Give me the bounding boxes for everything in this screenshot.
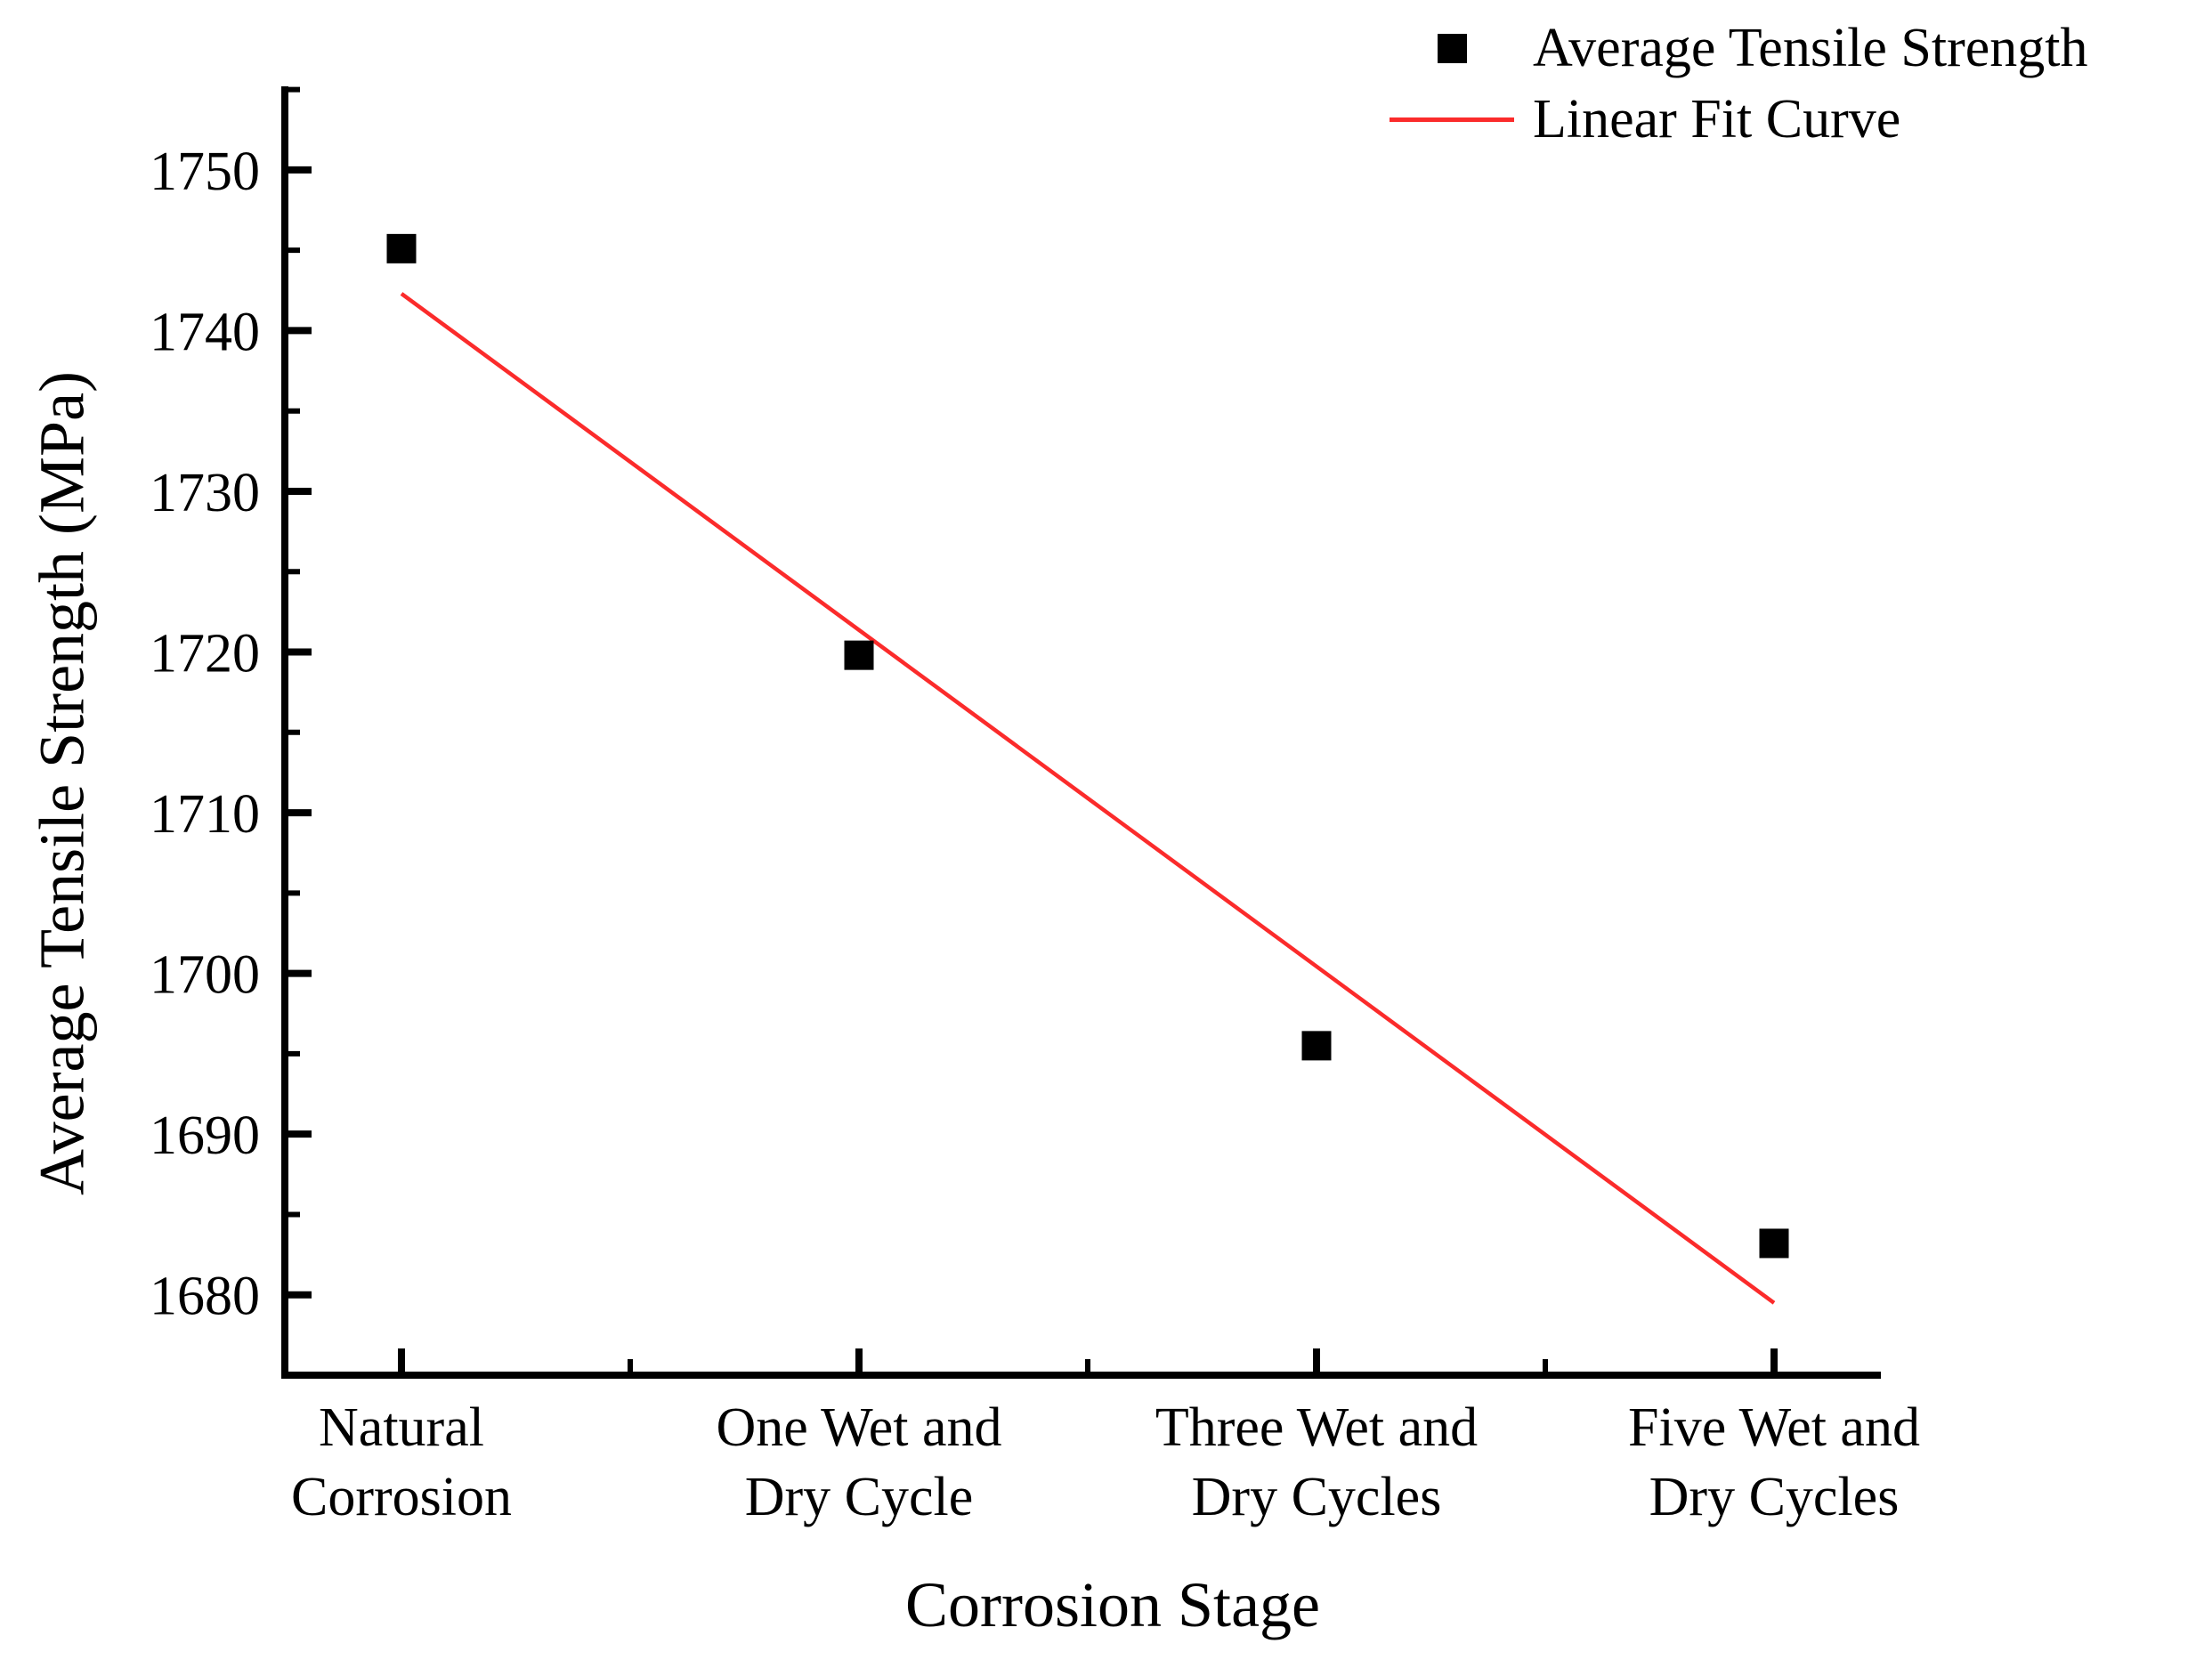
axis-frame	[281, 86, 1881, 1379]
y-axis-title: Average Tensile Strength (MPa)	[26, 370, 98, 1196]
scatter-swatch-box	[1385, 33, 1519, 63]
y-tick-label: 1730	[150, 463, 260, 523]
square-marker-icon	[1437, 33, 1467, 63]
y-tick-label: 1750	[150, 142, 260, 202]
x-category-label: Five Wet and Dry Cycles	[1628, 1397, 1920, 1527]
fit-line	[400, 292, 1776, 1305]
y-tick-label: 1720	[150, 624, 260, 684]
fit-line-icon	[1390, 117, 1514, 122]
y-tick-label: 1740	[150, 302, 260, 362]
data-point	[1301, 1031, 1332, 1061]
data-point	[1759, 1228, 1789, 1259]
legend-label-scatter: Average Tensile Strength	[1533, 17, 2088, 78]
legend-item-line: Linear Fit Curve	[1385, 84, 2088, 155]
y-tick-label: 1710	[150, 784, 260, 845]
data-point	[844, 640, 874, 670]
y-tick-label: 1680	[150, 1267, 260, 1327]
y-tick-label: 1700	[150, 945, 260, 1006]
x-category-label: Natural Corrosion	[291, 1397, 512, 1527]
line-swatch-box	[1385, 117, 1519, 122]
y-tick-label: 1690	[150, 1105, 260, 1166]
legend-item-scatter: Average Tensile Strength	[1385, 12, 2088, 84]
data-point	[386, 233, 417, 263]
legend: Average Tensile Strength Linear Fit Curv…	[1385, 12, 2088, 155]
x-category-label: Three Wet and Dry Cycles	[1155, 1397, 1478, 1527]
x-axis-title: Corrosion Stage	[905, 1569, 1320, 1640]
x-category-label: One Wet and Dry Cycle	[717, 1397, 1002, 1527]
axes: 1680 1690 1700 1710 1720 1730 1740 1750 Natural C…	[150, 86, 1920, 1527]
legend-label-line: Linear Fit Curve	[1533, 88, 1901, 150]
